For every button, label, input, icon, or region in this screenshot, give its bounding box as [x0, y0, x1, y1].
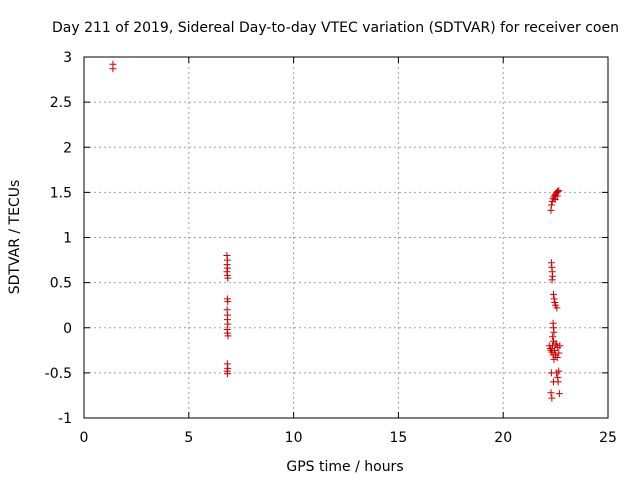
x-tick-label: 20: [494, 430, 512, 446]
data-point: [548, 394, 556, 402]
x-tick-label: 25: [599, 430, 617, 446]
data-point: [224, 298, 232, 306]
data-point: [224, 332, 232, 340]
y-tick-label: 3: [63, 50, 72, 66]
chart-title: Day 211 of 2019, Sidereal Day-to-day VTE…: [52, 20, 619, 36]
data-point: [549, 351, 557, 359]
grid: [84, 57, 608, 418]
y-tick-label: -0.5: [45, 366, 72, 382]
y-tick-label: 2: [63, 140, 72, 156]
x-tick-label: 10: [285, 430, 303, 446]
data-point: [109, 65, 117, 73]
x-tick-label: 5: [184, 430, 193, 446]
y-tick-labels: -1 -0.5 0 0.5 1 1.5 2 2.5 3: [45, 50, 72, 427]
data-point: [548, 276, 556, 284]
data-point: [224, 274, 232, 282]
data-point: [224, 370, 232, 378]
y-tick-label: 2.5: [50, 95, 72, 111]
data-point: [553, 354, 561, 362]
data-point: [224, 320, 232, 328]
y-axis-label: SDTVAR / TECUs: [7, 180, 23, 295]
data-point: [551, 196, 559, 204]
data-point: [550, 290, 558, 298]
data-point: [224, 264, 232, 272]
data-point: [551, 340, 559, 348]
x-tick-label: 0: [80, 430, 89, 446]
y-tick-label: 0: [63, 321, 72, 337]
data-point: [547, 389, 555, 397]
x-axis-label: GPS time / hours: [286, 459, 403, 475]
y-tick-label: -1: [58, 411, 72, 427]
data-point: [555, 367, 563, 375]
data-point: [549, 333, 557, 341]
y-tick-label: 1: [63, 231, 72, 247]
data-points: [109, 60, 564, 402]
data-point: [555, 349, 563, 357]
axis-ticks: [83, 56, 609, 419]
x-tick-labels: 0 5 10 15 20 25: [80, 430, 617, 446]
data-point: [550, 355, 558, 363]
data-point: [553, 192, 561, 200]
data-point: [555, 187, 563, 195]
data-point: [549, 272, 557, 280]
y-tick-label: 0.5: [50, 276, 72, 292]
data-point: [556, 342, 564, 350]
y-tick-label: 1.5: [50, 185, 72, 201]
data-point: [547, 201, 555, 209]
data-point: [553, 304, 561, 312]
data-point: [550, 295, 558, 303]
data-point: [550, 328, 558, 336]
x-tick-label: 15: [389, 430, 407, 446]
data-point: [550, 378, 558, 386]
data-point: [555, 390, 563, 398]
